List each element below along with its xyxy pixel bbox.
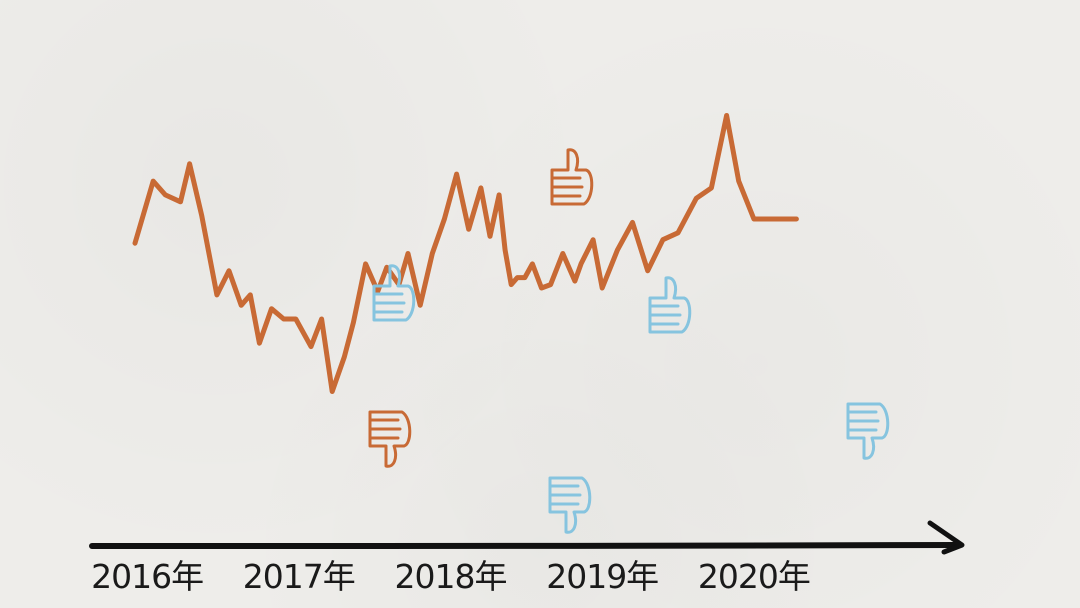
series-1-point xyxy=(227,269,231,273)
series-1-point xyxy=(646,269,650,273)
series-1-point xyxy=(488,234,492,238)
series-1-point xyxy=(248,293,252,297)
series-1-point xyxy=(406,252,410,255)
series-1-point xyxy=(549,283,553,287)
series-1-point xyxy=(573,279,577,283)
series-1-point xyxy=(530,262,534,266)
series-1-point xyxy=(163,193,167,197)
series-1-point xyxy=(200,214,204,217)
series-1-point xyxy=(503,248,507,252)
series-1-point xyxy=(270,307,273,311)
series-1-point xyxy=(351,321,355,324)
thumbs-down-icon xyxy=(368,410,412,468)
thumbs-down-icon xyxy=(548,476,592,534)
series-1-point xyxy=(709,186,713,190)
series-1-point xyxy=(591,238,595,242)
series-1-point xyxy=(794,217,798,221)
series-1-point xyxy=(385,265,389,269)
series-1-point xyxy=(430,252,434,255)
series-1-point xyxy=(330,390,334,393)
series-1-point xyxy=(282,317,286,321)
series-1-point xyxy=(540,286,543,290)
series-1-point xyxy=(467,227,471,231)
series-1-point xyxy=(364,262,368,266)
series-1-point xyxy=(188,162,192,166)
series-1-point xyxy=(257,341,261,345)
series-1-point xyxy=(676,231,680,235)
x-axis-arrowhead xyxy=(927,520,965,555)
series-1-point xyxy=(600,286,604,290)
series-1-point xyxy=(737,179,741,183)
series-1-point xyxy=(776,217,780,221)
series-1-point xyxy=(179,200,182,204)
series-1-point xyxy=(479,186,483,190)
x-tick-label: 2016年 xyxy=(91,557,203,596)
series-1-point xyxy=(497,193,501,197)
thumbs-up-icon xyxy=(550,148,594,206)
series-line-1 xyxy=(132,113,799,394)
series-1-point xyxy=(294,317,298,321)
series-1-point xyxy=(342,355,346,359)
series-1-point xyxy=(133,241,137,245)
x-tick-label: 2020年 xyxy=(698,557,810,596)
x-tick-label: 2017年 xyxy=(243,557,355,596)
series-1-point xyxy=(752,217,756,221)
series-1-point xyxy=(442,217,446,221)
x-tick-label: 2018年 xyxy=(395,557,507,596)
series-layer xyxy=(132,113,799,394)
x-axis xyxy=(89,520,965,555)
thumbs-up-icon xyxy=(648,276,692,334)
series-1-point xyxy=(694,196,698,200)
series-1-point xyxy=(725,114,729,117)
series-1-point xyxy=(509,283,513,287)
series-1-point xyxy=(376,290,380,293)
series-1-point xyxy=(515,276,519,280)
series-1-point xyxy=(151,179,155,183)
series-1-point xyxy=(579,262,583,266)
x-axis-line xyxy=(89,542,961,549)
series-1-point xyxy=(239,303,243,307)
series-1-point xyxy=(561,252,565,255)
x-tick-label: 2019年 xyxy=(546,557,658,596)
series-1-point xyxy=(309,345,313,349)
thumbs-down-icon xyxy=(846,402,890,460)
series-1-point xyxy=(764,217,768,221)
series-1-point xyxy=(320,317,324,321)
series-1-point xyxy=(615,248,619,252)
series-1-point xyxy=(418,303,422,307)
series-1-point xyxy=(455,172,459,176)
series-1-point xyxy=(631,220,634,224)
series-1-point xyxy=(523,276,527,280)
series-1-point xyxy=(215,293,219,297)
thumbs-up-icon xyxy=(372,264,416,322)
x-tick-labels: 2016年 2017年 2018年 2019年 2020年 xyxy=(91,557,811,596)
thumb-icons xyxy=(368,148,890,534)
series-1-point xyxy=(661,238,665,242)
